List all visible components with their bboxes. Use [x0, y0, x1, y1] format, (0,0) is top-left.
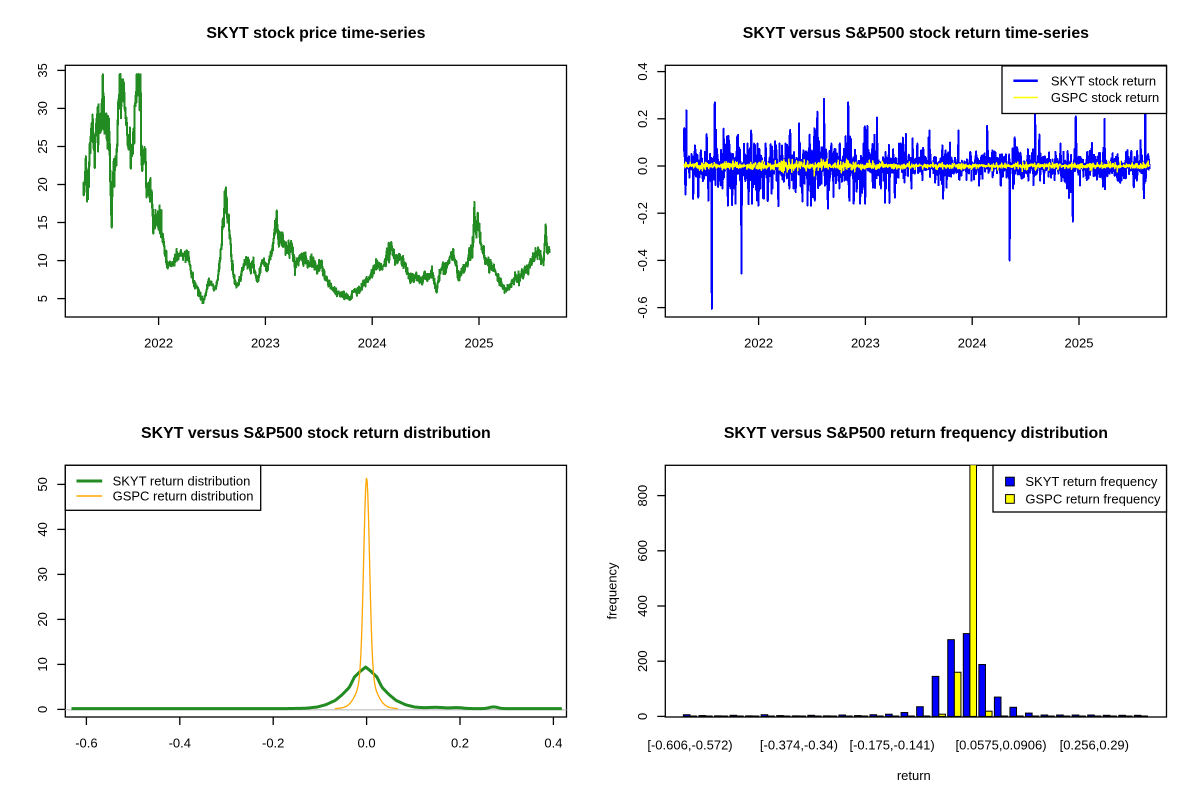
svg-text:10: 10 — [35, 253, 50, 267]
svg-text:200: 200 — [635, 650, 650, 672]
svg-text:-0.2: -0.2 — [635, 202, 650, 224]
svg-text:15: 15 — [35, 215, 50, 229]
svg-text:SKYT return frequency: SKYT return frequency — [1025, 474, 1157, 489]
svg-text:0.4: 0.4 — [635, 63, 650, 81]
svg-text:800: 800 — [635, 485, 650, 507]
svg-text:30: 30 — [35, 567, 50, 581]
svg-text:400: 400 — [635, 595, 650, 617]
svg-text:0.2: 0.2 — [635, 110, 650, 128]
svg-text:[-0.374,-0.34): [-0.374,-0.34) — [760, 738, 838, 753]
svg-text:[0.0575,0.0906): [0.0575,0.0906) — [955, 738, 1046, 753]
svg-text:-0.4: -0.4 — [169, 735, 191, 750]
svg-text:SKYT versus S&P500 stock retur: SKYT versus S&P500 stock return distribu… — [141, 425, 491, 442]
svg-text:SKYT versus S&P500 stock retur: SKYT versus S&P500 stock return time-ser… — [743, 25, 1089, 42]
svg-text:35: 35 — [35, 63, 50, 77]
svg-text:frequency: frequency — [605, 562, 620, 620]
svg-text:-0.2: -0.2 — [262, 735, 284, 750]
svg-text:GSPC stock return: GSPC stock return — [1051, 90, 1159, 105]
svg-text:[-0.606,-0.572): [-0.606,-0.572) — [647, 738, 732, 753]
svg-text:30: 30 — [35, 101, 50, 115]
svg-text:GSPC return distribution: GSPC return distribution — [113, 489, 254, 504]
svg-text:[-0.175,-0.141): [-0.175,-0.141) — [849, 738, 934, 753]
svg-text:GSPC return frequency: GSPC return frequency — [1025, 492, 1161, 507]
svg-text:0.4: 0.4 — [544, 735, 562, 750]
svg-text:0.0: 0.0 — [358, 735, 376, 750]
svg-text:0: 0 — [635, 713, 650, 720]
svg-text:40: 40 — [35, 522, 50, 536]
svg-text:20: 20 — [35, 177, 50, 191]
svg-text:SKYT versus S&P500 return freq: SKYT versus S&P500 return frequency dist… — [724, 425, 1108, 442]
svg-text:50: 50 — [35, 477, 50, 491]
svg-text:2025: 2025 — [465, 335, 494, 350]
svg-text:0: 0 — [35, 706, 50, 713]
svg-text:20: 20 — [35, 612, 50, 626]
svg-text:-0.6: -0.6 — [635, 296, 650, 318]
svg-text:2022: 2022 — [144, 335, 173, 350]
svg-text:2025: 2025 — [1065, 335, 1094, 350]
svg-text:[0.256,0.29): [0.256,0.29) — [1060, 738, 1129, 753]
svg-text:SKYT stock return: SKYT stock return — [1051, 74, 1156, 89]
svg-text:-0.6: -0.6 — [75, 735, 97, 750]
svg-text:2023: 2023 — [851, 335, 880, 350]
svg-text:SKYT return distribution: SKYT return distribution — [113, 474, 251, 489]
svg-text:5: 5 — [35, 295, 50, 302]
svg-text:0.0: 0.0 — [635, 157, 650, 175]
svg-text:2024: 2024 — [358, 335, 387, 350]
svg-text:25: 25 — [35, 139, 50, 153]
svg-text:2024: 2024 — [958, 335, 987, 350]
svg-text:0.2: 0.2 — [451, 735, 469, 750]
svg-text:return: return — [897, 768, 931, 783]
svg-text:10: 10 — [35, 657, 50, 671]
svg-text:-0.4: -0.4 — [635, 249, 650, 271]
svg-text:600: 600 — [635, 540, 650, 562]
svg-text:SKYT stock price time-series: SKYT stock price time-series — [206, 25, 425, 42]
svg-text:2023: 2023 — [251, 335, 280, 350]
svg-text:2022: 2022 — [744, 335, 773, 350]
